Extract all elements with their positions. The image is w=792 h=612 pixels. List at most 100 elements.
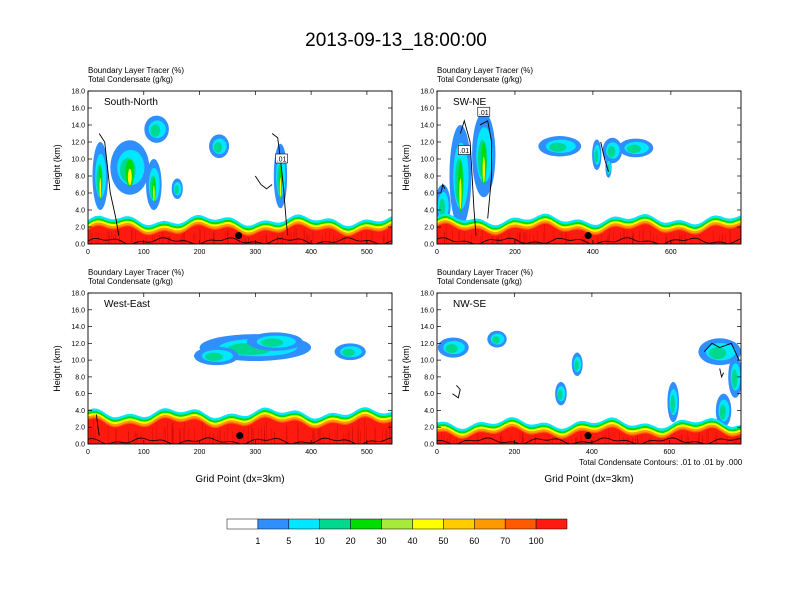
plot-frame xyxy=(436,90,742,245)
plot-frame xyxy=(87,292,393,445)
y-tick-label: 2.0 xyxy=(75,425,85,432)
y-tick-label: 18.0 xyxy=(71,291,85,298)
x-tick-label: 500 xyxy=(361,449,373,456)
condensate-contour xyxy=(95,414,100,436)
x-tick-label: 600 xyxy=(664,449,676,456)
colorbar-label: 50 xyxy=(438,536,448,546)
y-tick-label: 14.0 xyxy=(71,324,85,331)
panel-name-label: West-East xyxy=(104,299,150,310)
colorbar-label: 100 xyxy=(529,536,544,546)
x-tick-label: 100 xyxy=(138,449,150,456)
terrain-line xyxy=(437,237,741,244)
y-axis-label: Height (km) xyxy=(401,345,411,392)
panel-field xyxy=(437,330,741,444)
condensate-contour xyxy=(452,384,461,399)
colorbar-label: 20 xyxy=(346,536,356,546)
cloud-blob xyxy=(214,142,223,153)
panel-title-line2: Total Condensate (g/kg) xyxy=(437,277,522,286)
y-tick-label: 8.0 xyxy=(424,174,434,181)
cloud-blob xyxy=(594,149,599,164)
x-tick-label: 500 xyxy=(361,249,373,256)
condensate-contour xyxy=(479,120,493,219)
y-tick-label: 4.0 xyxy=(75,408,85,415)
cloud-blob xyxy=(731,369,738,389)
contour-label-box xyxy=(457,145,471,155)
cloud-blob xyxy=(606,163,610,174)
y-tick-label: 16.0 xyxy=(420,307,434,314)
y-tick-label: 10.0 xyxy=(71,157,85,164)
x-tick-label: 100 xyxy=(138,249,150,256)
y-tick-label: 4.0 xyxy=(424,408,434,415)
y-tick-label: 12.0 xyxy=(420,341,434,348)
colorbar-swatch xyxy=(288,518,320,530)
contour-label: .01 xyxy=(277,157,287,164)
colorbar: 1 5 10 20 30 40 50 60 70 100 xyxy=(226,518,568,546)
panel-name-label: SW-NE xyxy=(453,97,486,108)
cloud-blob xyxy=(150,124,161,137)
y-tick-label: 8.0 xyxy=(75,174,85,181)
panel-title-line1: Boundary Layer Tracer (%) xyxy=(88,66,184,75)
cloud-blob xyxy=(574,360,579,371)
cloud-blob xyxy=(719,404,726,420)
colorbar-swatch xyxy=(319,518,351,530)
colorbar-label: 1 xyxy=(255,536,260,546)
x-tick-label: 600 xyxy=(665,249,677,256)
y-tick-label: 16.0 xyxy=(71,307,85,314)
cloud-blob xyxy=(279,177,282,197)
panel-south-north: .01 South-North Boundary Layer Tracer (%)T… xyxy=(52,66,393,256)
y-tick-label: 10.0 xyxy=(420,358,434,365)
cloud-blob xyxy=(438,198,446,218)
plot-frame xyxy=(87,90,393,245)
x-tick-label: 0 xyxy=(86,249,90,256)
y-tick-label: 0.0 xyxy=(75,242,85,249)
panel-field xyxy=(88,332,392,444)
cloud-blob xyxy=(482,156,485,183)
y-tick-label: 14.0 xyxy=(420,123,434,130)
plot-frame xyxy=(436,292,742,445)
location-marker xyxy=(584,432,592,440)
cloud-blob xyxy=(607,146,616,158)
colorbar-swatch xyxy=(381,518,413,530)
y-tick-label: 2.0 xyxy=(424,425,434,432)
cloud-blob xyxy=(99,177,102,199)
panel-title-line2: Total Condensate (g/kg) xyxy=(88,75,173,84)
colorbar-swatch xyxy=(257,518,290,530)
y-axis-label: Height (km) xyxy=(52,144,62,191)
condensate-contour xyxy=(440,183,446,194)
figure-title: 2013-09-13_18:00:00 xyxy=(305,30,487,51)
y-axis-label: Height (km) xyxy=(401,144,411,191)
colorbar-label: 10 xyxy=(315,536,325,546)
cloud-blob xyxy=(342,348,355,357)
condensate-contour xyxy=(254,175,273,190)
panel-title-line2: Total Condensate (g/kg) xyxy=(437,75,522,84)
condensate-contour xyxy=(271,133,289,236)
colorbar-swatch xyxy=(226,518,259,530)
colorbar-swatch xyxy=(504,518,537,530)
cloud-blob xyxy=(709,347,727,360)
contour-label: .01 xyxy=(459,148,469,155)
panel-name-label: South-North xyxy=(104,97,158,108)
colorbar-swatch xyxy=(412,518,444,530)
x-tick-label: 200 xyxy=(509,449,521,456)
panel-title-line2: Total Condensate (g/kg) xyxy=(88,277,173,286)
y-tick-label: 6.0 xyxy=(75,391,85,398)
panel-title-line1: Boundary Layer Tracer (%) xyxy=(437,66,533,75)
y-tick-label: 18.0 xyxy=(420,291,434,298)
x-tick-label: 0 xyxy=(435,449,439,456)
x-tick-label: 400 xyxy=(305,449,317,456)
y-tick-label: 4.0 xyxy=(424,208,434,215)
cloud-blob xyxy=(153,185,155,202)
y-tick-label: 8.0 xyxy=(424,374,434,381)
condensate-contour xyxy=(459,119,477,236)
panel-name-label: NW-SE xyxy=(453,299,486,310)
cloud-blob xyxy=(549,142,567,152)
contour-label: .01 xyxy=(479,110,489,117)
panel-title-line1: Boundary Layer Tracer (%) xyxy=(88,268,184,277)
cloud-blob xyxy=(174,185,179,195)
y-tick-label: 0.0 xyxy=(424,442,434,449)
cloud-blob xyxy=(627,144,642,154)
terrain-line xyxy=(437,437,741,444)
colorbar-swatch xyxy=(443,518,475,530)
panel-field xyxy=(88,115,392,244)
